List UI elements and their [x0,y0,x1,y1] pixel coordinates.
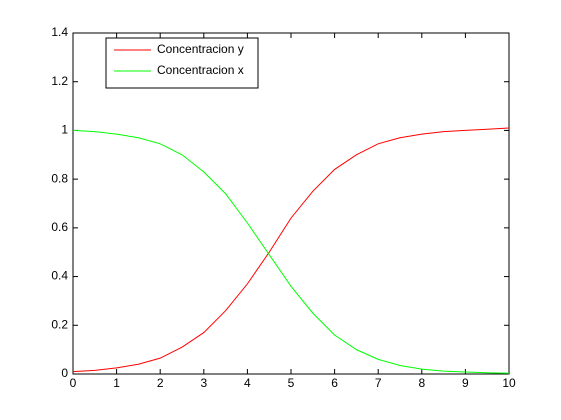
y-tick-label: 0.4 [51,269,68,283]
x-tick-label: 6 [331,376,338,390]
x-tick-label: 1 [113,376,120,390]
y-tick-label: 0.6 [51,220,68,234]
y-tick-label: 1.4 [51,25,68,39]
x-tick-label: 7 [375,376,382,390]
y-tick-label: 1 [61,123,68,137]
legend-label: Concentracion x [157,63,244,77]
x-tick-label: 4 [244,376,251,390]
x-tick-label: 0 [70,376,77,390]
x-tick-label: 3 [200,376,207,390]
x-tick-label: 10 [502,376,516,390]
x-tick-label: 2 [157,376,164,390]
y-tick-label: 0 [61,366,68,380]
x-tick-label: 5 [288,376,295,390]
y-tick-label: 0.8 [51,171,68,185]
axes-box [72,32,510,375]
y-tick-label: 0.2 [51,317,68,331]
legend-label: Concentracion y [157,42,244,56]
legend-box [105,37,259,89]
x-tick-label: 8 [418,376,425,390]
line-series [72,127,510,373]
x-tick-label: 9 [462,376,469,390]
line-series [72,129,510,374]
y-tick-label: 1.2 [51,74,68,88]
